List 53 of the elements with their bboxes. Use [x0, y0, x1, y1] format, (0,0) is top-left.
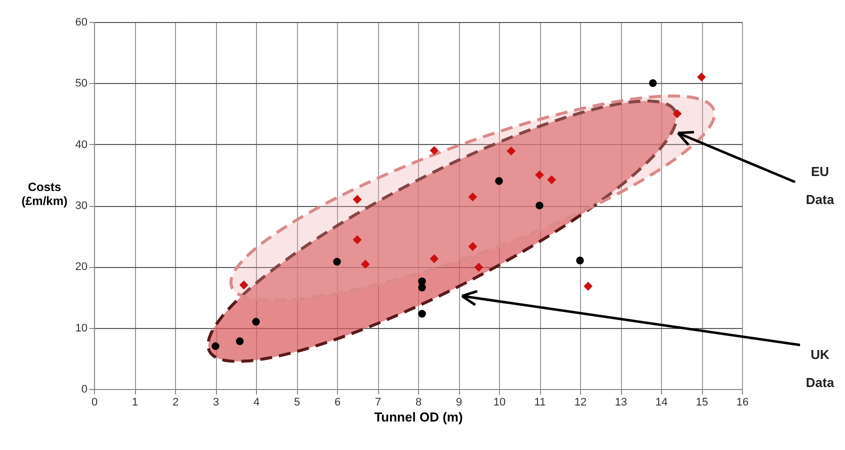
point: [535, 170, 544, 180]
point: [352, 194, 362, 204]
x-tick-label: 10: [493, 396, 506, 408]
x-tick-label: 3: [212, 396, 220, 408]
point: [672, 109, 682, 118]
x-tick-label: 9: [456, 396, 462, 408]
x-tick-label: 0: [91, 396, 98, 408]
point: [360, 260, 370, 269]
y-tick-label: 0: [81, 384, 88, 396]
point: [212, 342, 220, 350]
y-tick-label: 10: [75, 322, 88, 334]
point: [468, 192, 478, 202]
point: [474, 262, 484, 272]
y-axis-title: Costs (£m/km): [21, 180, 68, 208]
x-tick-label: 7: [374, 396, 382, 408]
x-tick-label: 8: [415, 396, 422, 408]
point: [506, 146, 516, 156]
point: [333, 258, 341, 266]
text: UK Data: [806, 347, 835, 390]
point: [576, 256, 584, 264]
x-tick-label: 2: [172, 396, 179, 408]
y-tick-label: 40: [75, 138, 88, 151]
point: [697, 72, 706, 82]
y-tick-label: 30: [75, 200, 88, 212]
point: [495, 177, 503, 185]
x-tick-label: 1: [132, 396, 138, 408]
point: [536, 202, 544, 210]
point: [418, 284, 426, 292]
point: [584, 282, 593, 291]
x-tick-label: 14: [655, 396, 668, 408]
point: [468, 242, 478, 251]
x-tick-label: 12: [574, 396, 587, 408]
x-tick-label: 4: [253, 396, 260, 408]
text: EU Data: [806, 164, 835, 207]
y-tick-label: 20: [75, 261, 88, 274]
y-tick-label: 60: [75, 16, 88, 28]
point: [649, 79, 657, 88]
x-tick-label: 6: [334, 396, 341, 408]
point: [418, 310, 426, 318]
y-tick-label: 50: [75, 78, 88, 90]
x-tick-label: 15: [696, 396, 708, 408]
x-tick-label: 16: [736, 396, 749, 408]
point: [236, 337, 244, 346]
x-axis-title: Tunnel OD (m): [374, 410, 463, 424]
point: [430, 146, 439, 155]
point: [252, 318, 260, 326]
point: [352, 235, 362, 244]
x-tick-label: 5: [294, 396, 300, 408]
x-tick-label: 11: [534, 396, 546, 408]
x-tick-label: 13: [614, 396, 628, 408]
point: [547, 175, 556, 184]
point: [430, 254, 439, 264]
point: [239, 280, 248, 290]
